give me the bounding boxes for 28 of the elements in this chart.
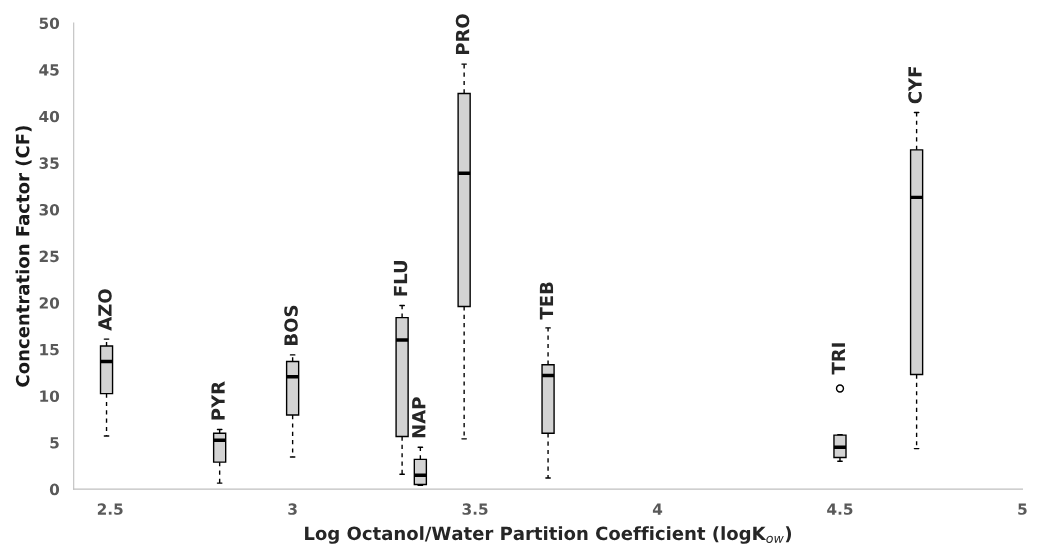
annotation: FLU (393, 260, 408, 296)
x-tick-label: 3 (288, 503, 297, 515)
annotation: TRI (831, 343, 845, 375)
y-tick-label: 15 (40, 343, 59, 356)
y-tick-label: 20 (39, 297, 60, 309)
annotation: NAP (412, 397, 426, 438)
y-tick-label: 5 (50, 437, 59, 449)
y-tick-label: 25 (39, 250, 59, 263)
annotation: CYF (908, 67, 922, 104)
y-axis-title: Concentration Factor (CF) (15, 126, 32, 387)
x-tick-label: 4.5 (827, 503, 853, 515)
y-tick-label: 30 (39, 203, 60, 216)
x-tick-label: 4 (652, 503, 663, 515)
x-tick-label: 3.5 (462, 503, 488, 515)
y-tick-label: 35 (39, 157, 59, 169)
annotation: AZO (98, 289, 112, 331)
annotation: BOS (284, 305, 298, 345)
x-axis-title: Log Octanol/Water Partition Coefficient (logK$_{ow}$) (305, 526, 792, 544)
annotation: PRO (455, 14, 470, 55)
annotation: TEB (539, 282, 554, 320)
x-tick-label: 2.5 (97, 503, 123, 515)
y-tick-label: 40 (39, 110, 60, 123)
y-tick-label: 10 (40, 390, 60, 402)
y-tick-label: 0 (49, 483, 60, 496)
annotation: PYR (211, 381, 225, 420)
x-tick-label: 5 (1018, 503, 1027, 515)
y-tick-label: 45 (39, 64, 59, 76)
y-tick-label: 50 (39, 17, 60, 30)
